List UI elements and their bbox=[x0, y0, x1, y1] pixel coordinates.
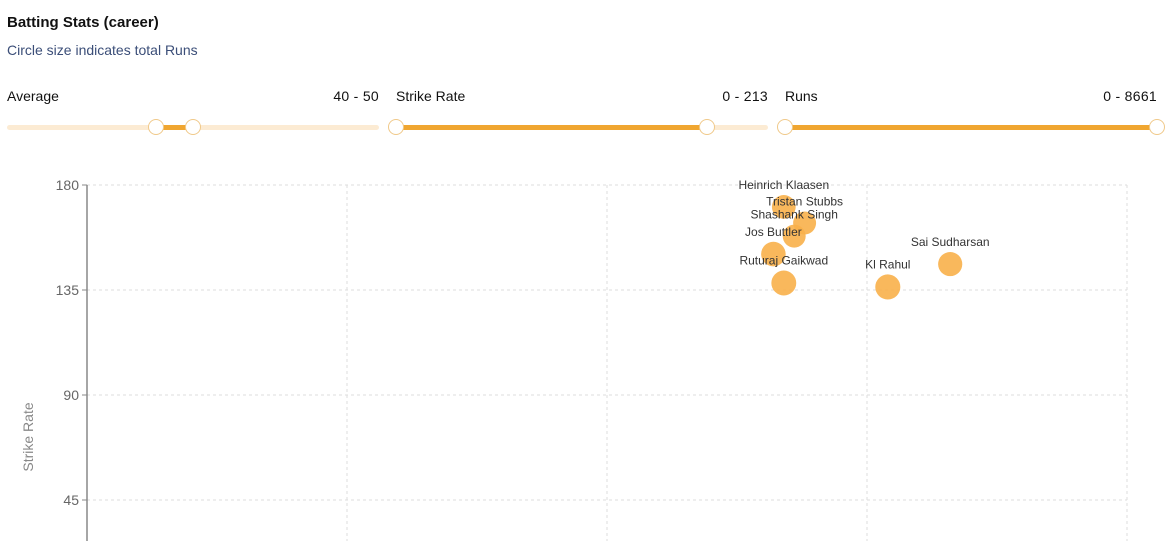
strike-rate-slider-min-thumb[interactable] bbox=[388, 119, 404, 135]
runs-filter: Runs 0 - 8661 bbox=[777, 88, 1165, 138]
average-slider-max-thumb[interactable] bbox=[185, 119, 201, 135]
data-point-label: Sai Sudharsan bbox=[911, 235, 990, 249]
strike-rate-slider-fill bbox=[396, 125, 707, 130]
y-tick-label: 45 bbox=[63, 492, 79, 508]
data-point-label: Ruturaj Gaikwad bbox=[739, 254, 828, 268]
average-filter-range: 40 - 50 bbox=[333, 88, 379, 104]
chart-title: Batting Stats (career) bbox=[7, 14, 159, 31]
data-point[interactable] bbox=[771, 195, 796, 219]
average-slider-fill bbox=[155, 125, 193, 130]
runs-slider-fill bbox=[785, 125, 1157, 130]
runs-filter-range: 0 - 8661 bbox=[1103, 88, 1157, 104]
y-tick-label: 90 bbox=[63, 387, 79, 403]
data-point-label: Kl Rahul bbox=[865, 257, 910, 271]
data-point-label: Heinrich Klaasen bbox=[738, 178, 829, 192]
strike-rate-filter: Strike Rate 0 - 213 bbox=[388, 88, 768, 138]
y-tick-label: 135 bbox=[56, 282, 80, 298]
data-point[interactable] bbox=[761, 241, 786, 267]
runs-filter-label: Runs bbox=[785, 88, 818, 104]
data-point[interactable] bbox=[938, 252, 963, 277]
data-point-label: Jos Buttler bbox=[745, 225, 802, 239]
data-point-label: Shashank Singh bbox=[750, 208, 837, 222]
runs-slider-min-thumb[interactable] bbox=[777, 119, 793, 135]
strike-rate-filter-range: 0 - 213 bbox=[722, 88, 768, 104]
strike-rate-filter-label: Strike Rate bbox=[396, 88, 466, 104]
chart-subtitle: Circle size indicates total Runs bbox=[7, 42, 198, 58]
data-point-label: Tristan Stubbs bbox=[766, 195, 843, 209]
y-axis-label: Strike Rate bbox=[20, 402, 36, 471]
data-point[interactable] bbox=[875, 274, 901, 300]
y-tick-label: 180 bbox=[56, 177, 80, 193]
data-point[interactable] bbox=[771, 270, 797, 296]
runs-slider-max-thumb[interactable] bbox=[1149, 119, 1165, 135]
data-point[interactable] bbox=[782, 224, 806, 248]
average-filter: Average 40 - 50 bbox=[7, 88, 379, 138]
average-slider-min-thumb[interactable] bbox=[147, 119, 164, 135]
strike-rate-slider-max-thumb[interactable] bbox=[698, 119, 715, 135]
average-filter-label: Average bbox=[7, 88, 59, 104]
